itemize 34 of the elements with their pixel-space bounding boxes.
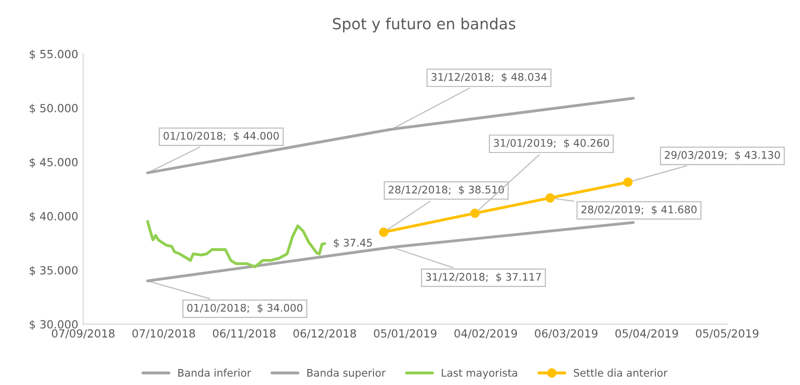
annotation: 31/01/2019; $ 40.260 (494, 138, 609, 148)
y-tick-label: $ 35.000 (30, 266, 78, 276)
annotation: $ 37.45 (334, 238, 372, 248)
line-series (146, 220, 326, 268)
annotation: 01/10/2018; $ 34.000 (187, 304, 302, 314)
y-tick-label: $ 40.000 (30, 212, 78, 222)
legend-label: Settle dia anterior (574, 368, 668, 377)
x-tick-label: 06/11/2018 (212, 329, 276, 339)
y-tick-label: $ 30.000 (30, 320, 78, 330)
x-tick-label: 06/12/2018 (293, 329, 356, 339)
legend-label: Banda superior (307, 368, 386, 379)
y-tick-label: $ 55.000 (30, 50, 78, 60)
point (545, 193, 555, 203)
x-tick-label: 07/09/2018 (52, 329, 114, 339)
point (470, 208, 480, 218)
annotation: 29/03/2019; $ 43.130 (664, 150, 780, 160)
legend-label: Last mayorista (442, 368, 518, 379)
x-tick-label: 06/03/2019 (534, 329, 598, 339)
legend-label: Banda inferior (178, 368, 252, 377)
annotation: 28/12/2018; $ 38.510 (388, 185, 504, 195)
annotation: 31/12/2018; $ 48.034 (432, 72, 547, 82)
chart-title: Spot y futuro en bandas (332, 18, 516, 32)
x-tick-label: 05/05/2019 (696, 329, 758, 339)
annotation: 28/02/2019; $ 41.680 (581, 205, 697, 215)
point (379, 227, 388, 237)
x-tick-label: 05/04/2019 (615, 329, 678, 339)
point (623, 178, 633, 187)
y-tick-label: $ 45.000 (30, 158, 78, 168)
x-tick-label: 07/10/2018 (132, 329, 195, 339)
annotation: 01/10/2018; $ 44.000 (164, 132, 279, 142)
annotation: 31/12/2018; $ 37.117 (426, 272, 541, 282)
x-tick-label: 05/01/2019 (374, 329, 436, 339)
x-tick-label: 04/02/2019 (454, 329, 517, 339)
y-tick-label: $ 50.000 (30, 104, 78, 114)
